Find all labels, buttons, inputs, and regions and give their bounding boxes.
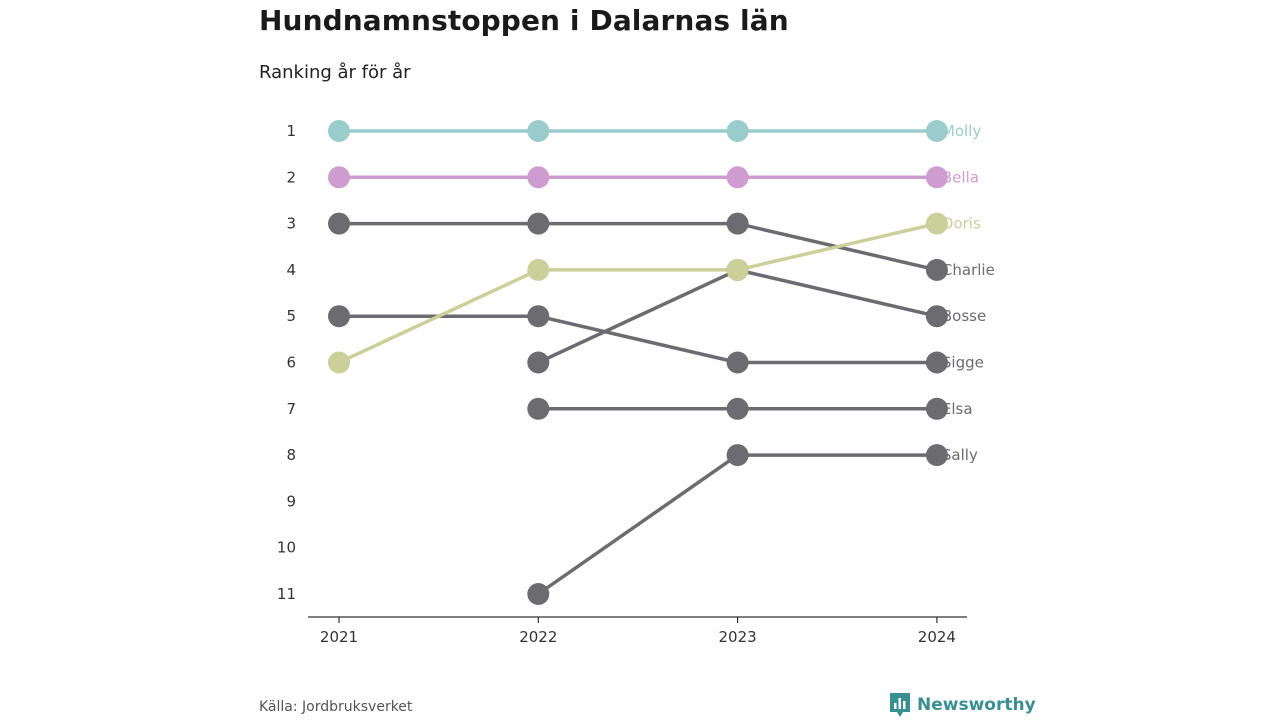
source-note: Källa: Jordbruksverket xyxy=(259,699,413,715)
series-end-label: Bella xyxy=(942,168,979,186)
data-point xyxy=(328,351,350,374)
rank-chart: 1 2 3 4 5 6 7 8 9 10 11 2021 2022 2023 2024 Sally Elsa… xyxy=(277,120,995,646)
series-end-label: Bosse xyxy=(942,307,986,325)
data-point xyxy=(328,305,350,328)
data-point xyxy=(527,212,550,235)
x-tick-label: 2024 xyxy=(918,628,956,646)
y-tick-label: 2 xyxy=(286,168,296,186)
y-tick-label: 8 xyxy=(286,446,296,464)
y-tick-label: 5 xyxy=(286,307,296,325)
data-point xyxy=(527,258,550,281)
data-point xyxy=(328,212,350,235)
data-point xyxy=(328,166,350,189)
series-end-label: Elsa xyxy=(942,400,973,418)
data-point xyxy=(925,166,948,189)
data-point xyxy=(925,305,948,328)
series-end-label: Charlie xyxy=(942,261,995,279)
data-point xyxy=(925,444,948,467)
data-point xyxy=(726,444,749,467)
data-point xyxy=(726,166,749,189)
x-tick-label: 2022 xyxy=(519,628,557,646)
brand-name: Newsworthy xyxy=(917,695,1036,715)
series-line xyxy=(537,453,937,596)
data-point xyxy=(925,258,948,281)
series-end-label: Molly xyxy=(942,122,981,140)
series-end-label: Doris xyxy=(942,215,981,233)
y-tick-label: 9 xyxy=(286,492,296,510)
chart-subtitle: Ranking år för år xyxy=(259,62,411,83)
data-point xyxy=(527,351,550,374)
data-point xyxy=(925,397,948,420)
chart-title: Hundnamnstoppen i Dalarnas län xyxy=(259,4,789,37)
x-tick-label: 2023 xyxy=(719,628,757,646)
data-point xyxy=(726,120,749,142)
series-line xyxy=(339,314,937,365)
data-point xyxy=(527,305,550,328)
series-line xyxy=(537,268,938,365)
data-point xyxy=(726,351,749,374)
y-tick-label: 10 xyxy=(277,539,296,557)
data-point xyxy=(527,397,550,420)
x-axis: 2021 2022 2023 2024 xyxy=(308,616,967,646)
data-point xyxy=(726,258,749,281)
y-tick-label: 6 xyxy=(286,354,296,372)
y-tick-label: 7 xyxy=(286,400,296,418)
y-tick-label: 3 xyxy=(286,215,296,233)
y-tick-label: 11 xyxy=(277,585,296,603)
data-point xyxy=(527,583,550,605)
series-line xyxy=(339,221,938,272)
y-tick-label: 1 xyxy=(286,122,296,140)
y-axis: 1 2 3 4 5 6 7 8 9 10 11 xyxy=(277,122,296,603)
data-point xyxy=(925,212,948,235)
x-tick-label: 2021 xyxy=(320,628,358,646)
data-point xyxy=(527,120,550,142)
data-point xyxy=(925,120,948,142)
series-line xyxy=(338,221,938,365)
data-point xyxy=(527,166,550,189)
data-point xyxy=(726,212,749,235)
data-point xyxy=(726,397,749,420)
series-end-label: Sally xyxy=(942,446,978,464)
brand-logo: Newsworthy xyxy=(889,692,1036,718)
data-point xyxy=(925,351,948,374)
series-end-label: Sigge xyxy=(942,354,984,372)
series-lines xyxy=(338,129,938,596)
series-points xyxy=(328,120,948,605)
data-point xyxy=(328,120,350,142)
y-tick-label: 4 xyxy=(286,261,296,279)
series-labels: Sally Elsa Sigge Bosse Charlie Doris Bella Moll… xyxy=(942,122,995,464)
bar-chart-icon xyxy=(890,693,910,717)
